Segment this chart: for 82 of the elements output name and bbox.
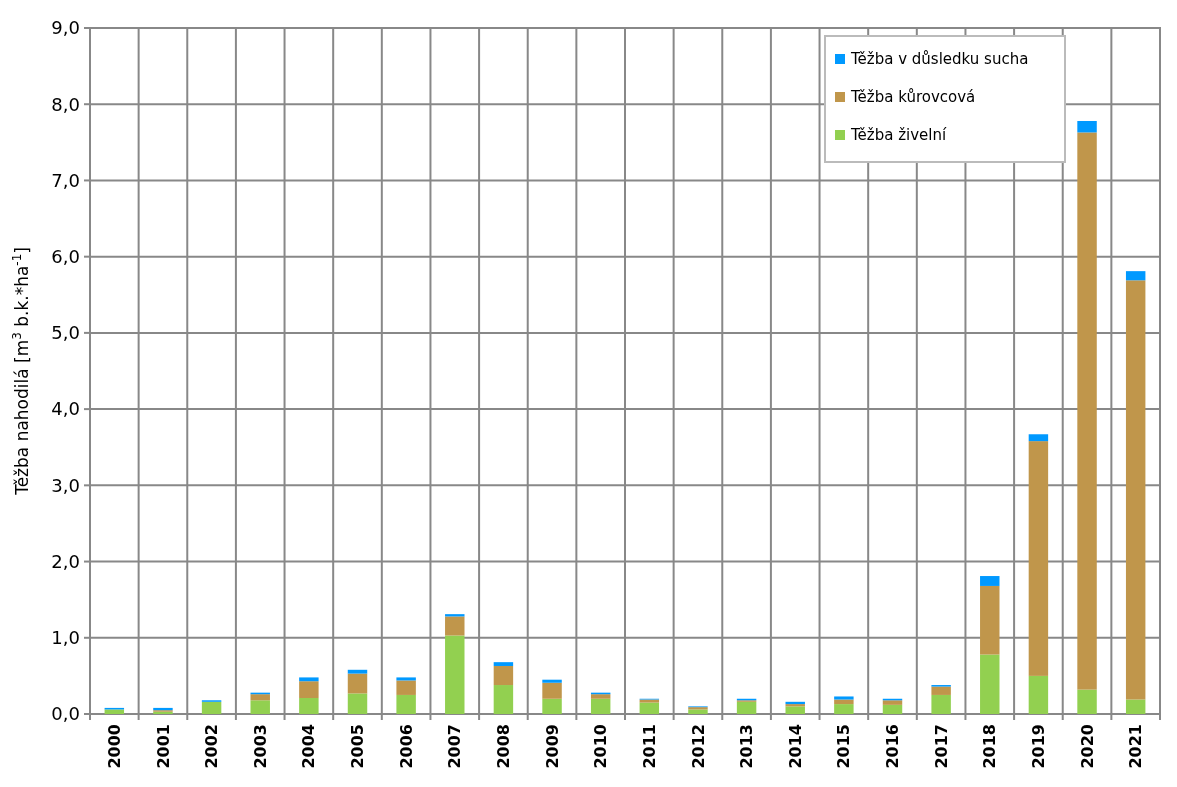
x-tick-label: 2015 <box>834 724 854 769</box>
x-tick-label: 2010 <box>591 724 611 769</box>
legend-label: Těžba v důsledku sucha <box>850 50 1029 69</box>
x-tick-label: 2005 <box>348 724 368 769</box>
bar <box>250 700 270 714</box>
x-tick-label: 2019 <box>1029 724 1049 769</box>
x-tick-label: 2011 <box>639 724 659 769</box>
x-tick-label: 2004 <box>299 724 319 769</box>
bar <box>1028 675 1049 714</box>
y-tick-label: 7,0 <box>51 169 80 191</box>
x-tick-label: 2020 <box>1077 724 1097 769</box>
y-tick-label: 0,0 <box>51 703 80 725</box>
x-tick-label: 2007 <box>445 724 465 769</box>
bar <box>980 585 1000 655</box>
x-tick-label: 2006 <box>396 724 416 769</box>
y-tick-label: 3,0 <box>51 474 80 496</box>
bar <box>347 693 368 714</box>
bar <box>542 682 562 699</box>
bar <box>834 699 854 705</box>
bar <box>931 686 951 695</box>
bar <box>347 673 368 694</box>
bar <box>639 702 660 714</box>
bar <box>980 576 1000 586</box>
bar <box>1077 132 1097 690</box>
bar <box>1125 271 1146 281</box>
bar <box>347 669 368 674</box>
bar <box>396 694 416 714</box>
y-tick-label: 5,0 <box>51 322 80 344</box>
bar <box>396 677 416 681</box>
bar <box>834 704 854 714</box>
y-tick-label: 2,0 <box>51 550 80 572</box>
y-tick-label: 8,0 <box>51 93 80 115</box>
x-tick-label: 2021 <box>1126 724 1146 769</box>
bar <box>980 654 1000 714</box>
bar <box>1077 689 1097 714</box>
y-tick-label: 6,0 <box>51 245 80 267</box>
y-tick-label: 9,0 <box>51 17 80 39</box>
bar <box>445 614 465 617</box>
bar <box>1077 120 1097 133</box>
bar <box>445 635 465 714</box>
x-tick-label: 2018 <box>980 724 1000 769</box>
x-tick-label: 2014 <box>785 724 805 769</box>
y-tick-label: 1,0 <box>51 627 80 649</box>
bar <box>882 700 903 705</box>
x-tick-label: 2012 <box>688 724 708 769</box>
bar <box>250 694 270 701</box>
x-tick-label: 2017 <box>931 724 951 769</box>
bar <box>882 704 903 714</box>
bar <box>299 681 319 698</box>
x-tick-label: 2008 <box>494 724 514 769</box>
legend-label: Těžba živelní <box>850 126 948 145</box>
bar <box>1028 434 1049 442</box>
x-tick-label: 2013 <box>737 724 757 769</box>
bar <box>299 677 319 682</box>
x-tick-label: 2009 <box>542 724 562 769</box>
bar <box>396 680 416 695</box>
bar <box>688 709 708 714</box>
bar <box>785 706 805 714</box>
bar <box>445 616 465 636</box>
legend-label: Těžba kůrovcová <box>850 88 976 107</box>
bar <box>493 662 514 666</box>
bar <box>736 701 757 714</box>
x-tick-label: 2000 <box>104 724 124 769</box>
bar <box>1125 699 1146 714</box>
bar <box>931 694 951 714</box>
bar <box>1125 280 1146 700</box>
x-tick-label: 2001 <box>153 724 173 769</box>
bar <box>493 685 514 714</box>
bar <box>1028 441 1049 676</box>
bar <box>590 698 611 714</box>
bar <box>590 694 611 699</box>
bar <box>104 709 125 714</box>
x-tick-label: 2002 <box>202 724 222 769</box>
bar <box>542 679 562 683</box>
bar <box>299 697 319 714</box>
bar <box>834 696 854 700</box>
y-tick-label: 4,0 <box>51 398 80 420</box>
bar <box>542 698 562 714</box>
x-tick-label: 2003 <box>250 724 270 769</box>
bar <box>493 665 514 686</box>
bar <box>201 701 222 714</box>
x-tick-label: 2016 <box>883 724 903 769</box>
